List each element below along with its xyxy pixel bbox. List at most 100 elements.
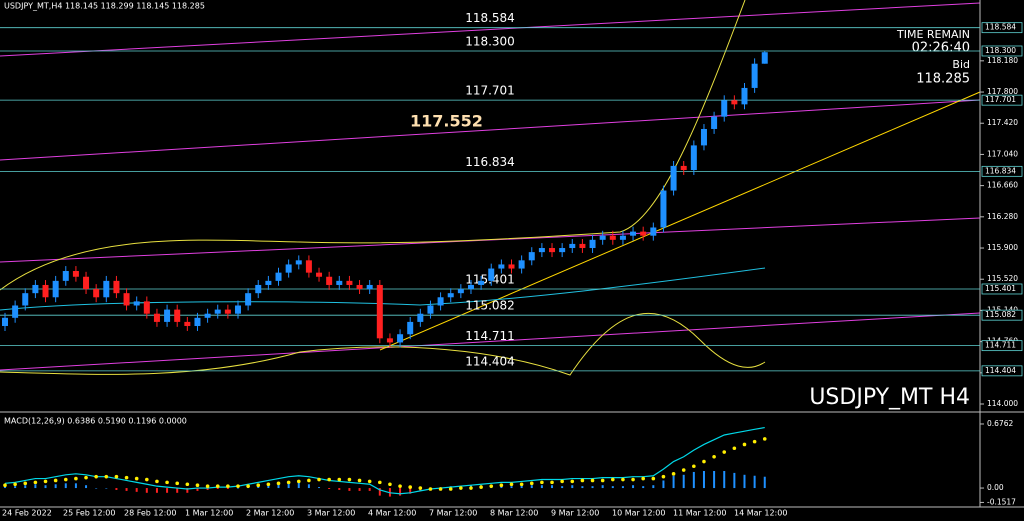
histogram-bar [551, 485, 554, 489]
signal-dot [226, 484, 230, 488]
y-tick-label: -0.1517 [987, 497, 1016, 506]
candle-body [285, 264, 292, 273]
candle-body [255, 284, 262, 294]
histogram-bar [652, 485, 655, 489]
signal-dot [722, 450, 727, 454]
candle-body [721, 100, 728, 117]
candle-body [123, 293, 130, 306]
histogram-bar [4, 486, 6, 489]
histogram-bar [166, 488, 169, 493]
signal-dot [661, 474, 666, 479]
level-label: 118.300 [465, 34, 515, 48]
signal-dot [347, 477, 352, 482]
candle-body [619, 235, 626, 240]
candle-body [457, 289, 464, 294]
macd-header: MACD(12,26,9) 0.6386 0.5190 0.1196 0.000… [4, 417, 187, 426]
histogram-bar [95, 488, 98, 489]
level-tag-label: 115.082 [985, 310, 1016, 319]
candle-body [346, 280, 353, 285]
candle-body [356, 284, 363, 290]
signal-dot [692, 464, 696, 469]
candle-body [407, 321, 414, 335]
y-tick-label: 118.180 [987, 56, 1018, 65]
x-tick-label: 3 Mar 12:00 [307, 509, 355, 518]
trendline [0, 99, 981, 161]
signal-dot [114, 474, 119, 479]
x-tick-label: 25 Feb 12:00 [63, 509, 115, 518]
candle-body [518, 260, 525, 269]
candle-body [711, 116, 718, 129]
signal-dot [357, 478, 362, 483]
candle-body [336, 280, 343, 285]
histogram-bar [226, 488, 229, 489]
signal-dot [408, 485, 413, 489]
histogram-bar [510, 486, 513, 489]
level-tag [981, 340, 1023, 352]
histogram-bar [358, 488, 361, 491]
signal-dot [499, 483, 504, 488]
signal-dot [124, 475, 129, 480]
trendline-label: 117.552 [410, 112, 483, 131]
signal-dot [590, 478, 595, 483]
histogram-bar [307, 484, 310, 489]
level-tag [981, 309, 1023, 321]
candle-body [52, 280, 59, 298]
x-tick-label: 28 Feb 12:00 [124, 509, 176, 518]
signal-dot [205, 484, 210, 488]
y-tick-label: 117.800 [987, 87, 1018, 96]
signal-dot [641, 476, 645, 481]
level-tag-label: 118.300 [985, 46, 1016, 55]
candle-body [184, 321, 191, 327]
histogram-bar [378, 488, 381, 496]
candle-body [630, 231, 637, 236]
level-tag [981, 22, 1023, 34]
candle-body [62, 271, 69, 281]
candle-body [549, 248, 556, 253]
signal-dot [600, 478, 605, 483]
signal-dot [752, 439, 757, 444]
signal-dot [63, 477, 68, 482]
candle-body [478, 280, 485, 285]
histogram-bar [621, 486, 624, 489]
signal-dot [428, 487, 433, 491]
time-remain: 02:26:40 [912, 41, 970, 56]
level-label: 114.711 [465, 329, 515, 343]
signal-dot [74, 476, 78, 481]
histogram-bar [520, 485, 523, 489]
signal-dot [155, 479, 159, 484]
histogram-bar [692, 471, 695, 489]
signal-dot [84, 475, 88, 480]
candle-body [93, 289, 100, 298]
y-tick-label: 0.6762 [987, 419, 1013, 428]
level-tag-label: 115.401 [985, 284, 1016, 293]
candle-body [224, 309, 231, 314]
histogram-bar [176, 488, 179, 493]
level-tag-label: 116.834 [985, 166, 1016, 175]
histogram-bar [338, 488, 341, 490]
signal-dot [367, 479, 372, 484]
signal-dot [195, 483, 200, 488]
macd-line [4, 426, 765, 495]
histogram-bar [733, 472, 736, 489]
level-label: 115.082 [465, 299, 515, 313]
signal-dot [469, 486, 473, 490]
candle-body [498, 264, 505, 269]
histogram-bar [571, 485, 574, 489]
candle-body [751, 63, 758, 88]
histogram-bar [216, 488, 219, 489]
histogram-bar [318, 487, 321, 489]
candle-body [366, 284, 373, 290]
level-tag-label: 114.711 [985, 341, 1016, 350]
candle-body [12, 305, 19, 318]
signal-dot [104, 474, 109, 479]
level-label: 114.404 [465, 354, 515, 368]
bid-value: 118.285 [916, 72, 970, 87]
candle-body [234, 305, 241, 314]
candle-body [599, 235, 606, 240]
chart-header: USDJPY_MT,H4 118.145 118.299 118.145 118… [4, 2, 205, 11]
histogram-bar [155, 488, 158, 493]
histogram-bar [601, 485, 604, 489]
bid-label: Bid [952, 58, 970, 71]
trendline [0, 312, 981, 371]
level-tag [981, 365, 1023, 377]
